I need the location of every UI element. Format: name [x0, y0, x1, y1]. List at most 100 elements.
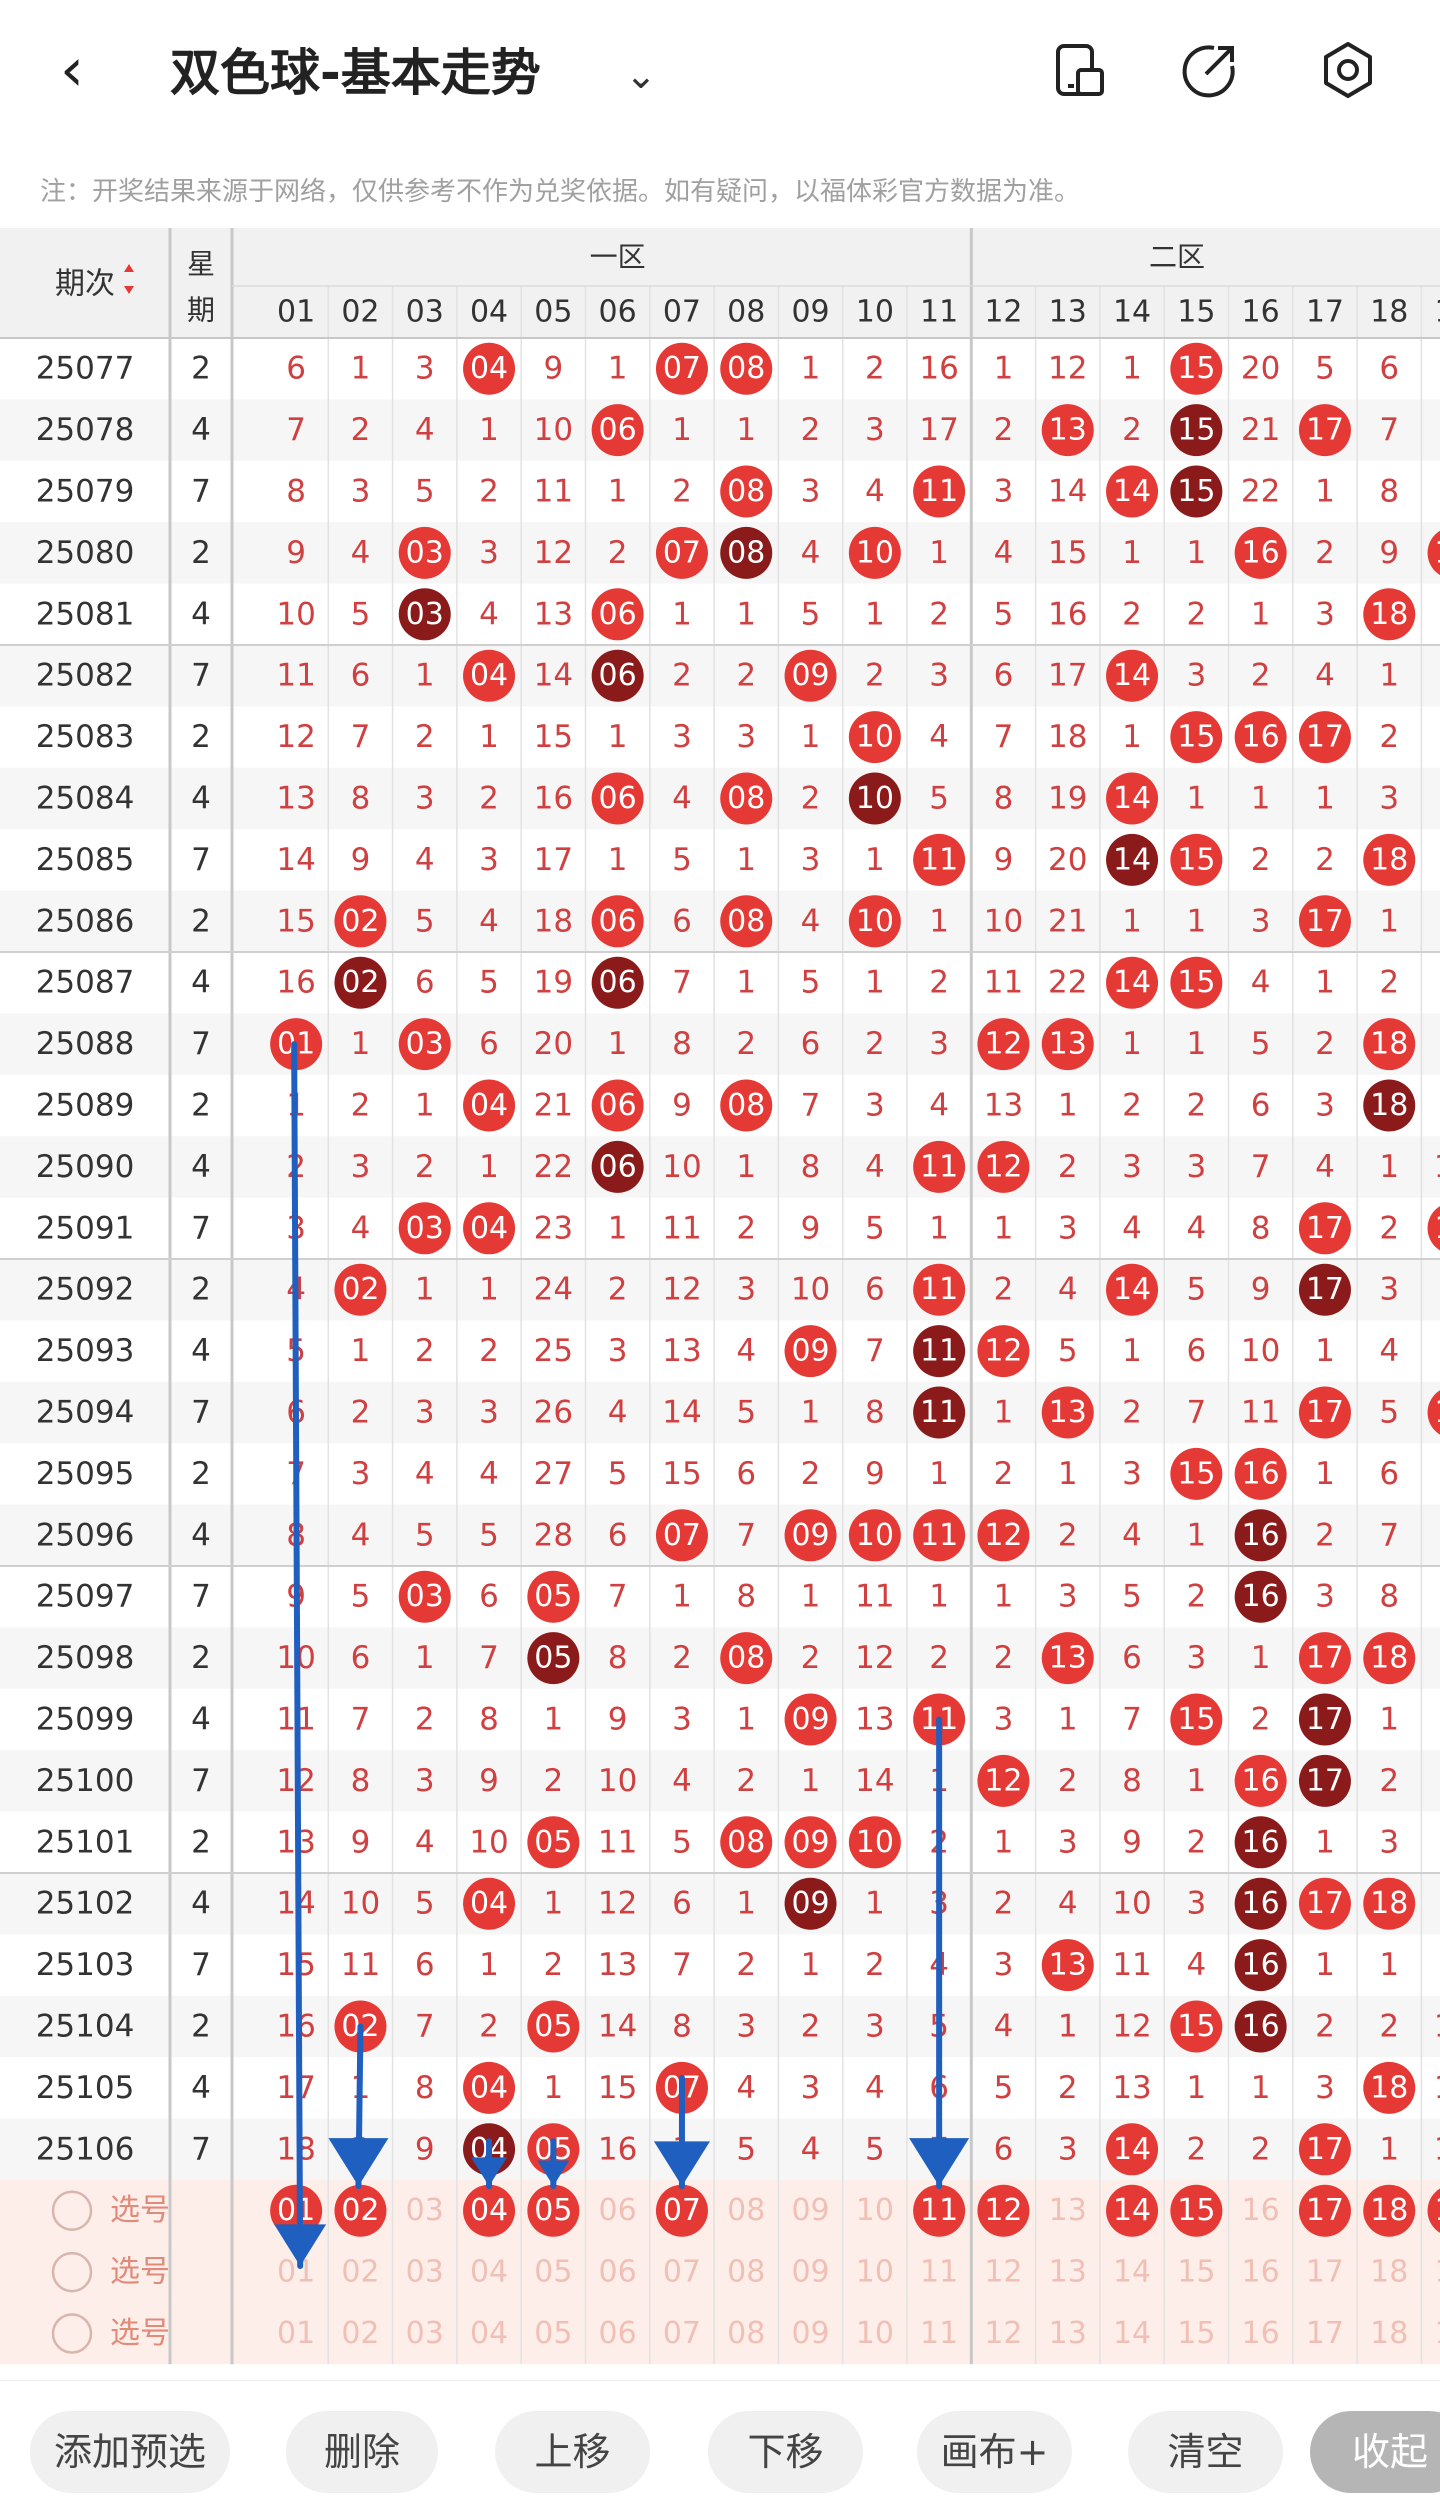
miss-count: 3: [736, 1272, 756, 1308]
period-cell: 25085: [36, 842, 135, 878]
miss-count: 3: [1315, 1088, 1335, 1124]
ball-number-header: 05: [534, 295, 572, 330]
selectable-number: 15: [1177, 2255, 1215, 2290]
selected-ball[interactable]: [1427, 2185, 1440, 2237]
move-up-button[interactable]: 上移: [495, 2411, 650, 2493]
table-row: 2508621502541806608410110211131716: [0, 890, 1440, 952]
winning-ball: [720, 895, 773, 948]
selectable-number: 13: [1049, 2255, 1087, 2290]
period-cell: 25082: [36, 658, 135, 694]
miss-count: 22: [534, 1149, 573, 1185]
winning-ball: [527, 2000, 580, 2053]
sort-desc-icon[interactable]: [124, 286, 134, 294]
selectable-number: 06: [599, 2193, 637, 2228]
selected-ball[interactable]: [977, 2184, 1030, 2237]
miss-count: 4: [415, 842, 435, 878]
ball-number-header: 11: [920, 295, 958, 330]
miss-count: 3: [1058, 1824, 1078, 1860]
ball-number: 06: [599, 781, 637, 816]
miss-count: 2: [1379, 719, 1399, 755]
period-cell: 25105: [36, 2070, 135, 2106]
ball-number: 11: [920, 1272, 958, 1307]
radio-icon[interactable]: [51, 2190, 93, 2231]
miss-count: 11: [598, 1824, 637, 1860]
selected-ball[interactable]: [1298, 2184, 1351, 2237]
miss-count: 5: [1122, 1579, 1142, 1615]
radio-icon[interactable]: [51, 2251, 93, 2293]
share-icon[interactable]: [1180, 40, 1240, 100]
settings-icon[interactable]: [1318, 40, 1378, 100]
collapse-button[interactable]: 收起: [1310, 2411, 1440, 2493]
ball-number: 13: [1049, 1395, 1087, 1430]
selected-ball[interactable]: [913, 2184, 966, 2237]
ball-number: 12: [984, 1334, 1022, 1369]
ball-number: 06: [599, 658, 637, 693]
selected-ball[interactable]: [270, 2184, 323, 2237]
move-down-button[interactable]: 下移: [708, 2411, 863, 2493]
phone-layout-icon[interactable]: [1050, 40, 1110, 100]
miss-count: 4: [415, 412, 435, 448]
selected-ball-number: 12: [984, 2193, 1022, 2228]
winning-ball: [848, 1816, 901, 1869]
selection-row[interactable]: 选号 01 02 03 04 05 06 07 08 09 10 11 12 13 14 15 16 17 18 19: [0, 2302, 1440, 2365]
miss-count: 1: [1251, 2070, 1271, 2106]
miss-count: 4: [994, 535, 1014, 571]
winning-ball: [1298, 1877, 1351, 1930]
miss-count: 7: [672, 1947, 692, 1983]
add-preselect-button[interactable]: 添加预选: [30, 2411, 230, 2493]
selection-row[interactable]: 选号 01 02 03 04 05 06 07 08 09 10 11 12 13 14 15 16 17 18 19: [0, 2241, 1440, 2303]
selected-ball[interactable]: [334, 2184, 387, 2237]
winning-ball: [848, 711, 901, 764]
winning-ball: [1234, 1447, 1287, 1500]
selected-ball[interactable]: [1170, 2184, 1223, 2237]
sort-asc-icon[interactable]: [124, 264, 134, 272]
miss-count: 1: [1315, 1333, 1335, 1369]
clear-button[interactable]: 清空: [1128, 2411, 1283, 2493]
ball-number: 15: [1177, 1702, 1215, 1737]
selected-ball[interactable]: [1106, 2184, 1159, 2237]
winning-ball: [591, 1140, 644, 1193]
selected-ball[interactable]: [463, 2184, 516, 2237]
miss-count: 1: [1251, 596, 1271, 632]
miss-count: 2: [801, 1640, 821, 1676]
radio-icon[interactable]: [51, 2313, 93, 2354]
delete-button[interactable]: 删除: [286, 2411, 438, 2493]
miss-count: 3: [865, 1088, 885, 1124]
miss-count: 1: [929, 903, 949, 939]
selected-ball[interactable]: [527, 2184, 580, 2237]
miss-count: 21: [1048, 903, 1087, 939]
selection-row[interactable]: 选号 01 02 03 04 05 06 07 08 09 10 11 12 13 14 15 16 17 18 19: [0, 2180, 1440, 2242]
ball-number: 08: [727, 1088, 765, 1123]
selected-ball[interactable]: [655, 2184, 708, 2237]
ball-number: 08: [727, 1641, 765, 1676]
miss-count: 10: [598, 1763, 637, 1799]
trend-table[interactable]: 期次星期一区 二区 01 02 03 04 05 06 07 08 09 10 11 12 13 14 15 16…: [0, 228, 1440, 2380]
ball-number: 15: [1177, 2009, 1215, 2044]
winning-ball: [977, 1754, 1030, 1807]
table-row: 25105417180411507434652131131811: [36, 2061, 1440, 2114]
canvas-button[interactable]: 画布+: [917, 2411, 1072, 2493]
ball-number: 03: [406, 1579, 444, 1614]
miss-count: 1: [801, 351, 821, 387]
weekday-cell: 7: [191, 1947, 211, 1983]
miss-count: 8: [736, 1579, 756, 1615]
chevron-down-icon[interactable]: ⌄: [625, 53, 657, 97]
ball-number: 13: [1049, 1641, 1087, 1676]
miss-count: 9: [286, 535, 306, 571]
miss-count: 12: [598, 1886, 637, 1922]
selected-ball[interactable]: [1363, 2184, 1416, 2237]
page-title[interactable]: 双色球-基本走势: [170, 44, 541, 102]
back-arrow-icon[interactable]: ‹: [60, 35, 84, 105]
weekday-header-top: 星: [187, 248, 215, 281]
weekday-cell: 4: [191, 781, 211, 817]
miss-count: 4: [479, 596, 499, 632]
miss-count: 3: [1315, 2070, 1335, 2106]
miss-count: 10: [276, 596, 315, 632]
miss-count: 4: [865, 2070, 885, 2106]
ball-number: 08: [727, 904, 765, 939]
winning-ball: [720, 465, 773, 518]
miss-count: 6: [351, 658, 371, 694]
selected-ball-number: 05: [534, 2193, 572, 2228]
miss-count: 9: [994, 842, 1014, 878]
